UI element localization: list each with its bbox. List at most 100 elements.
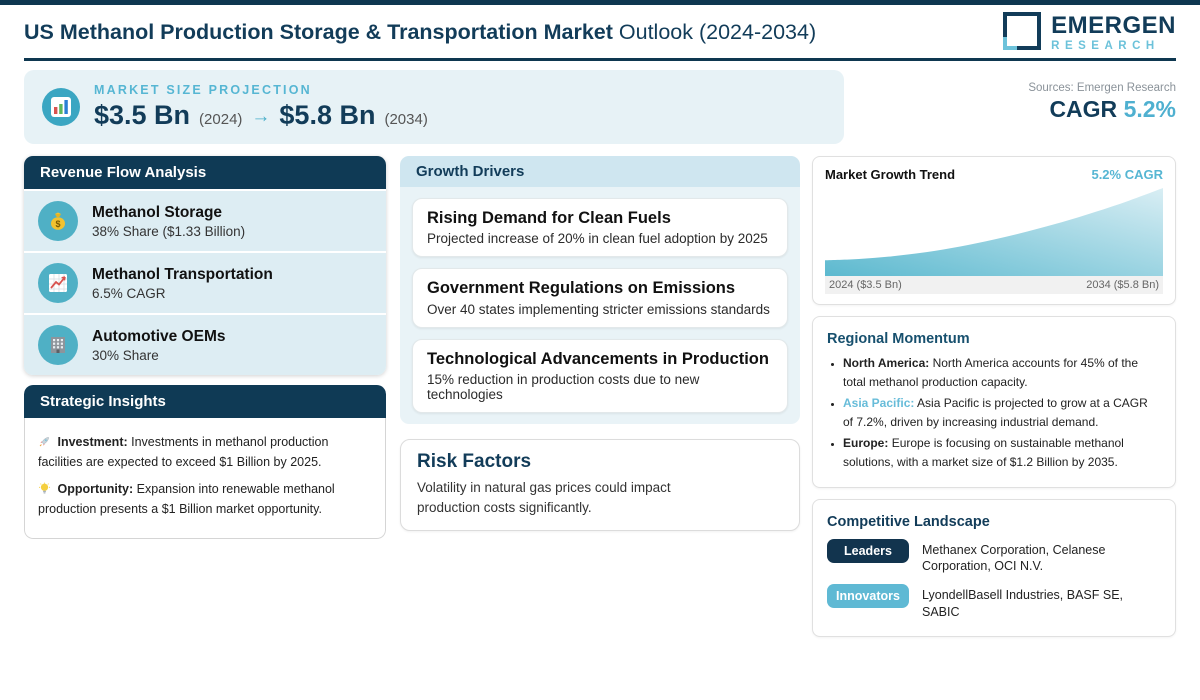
growth-driver-card: Government Regulations on Emissions Over…	[412, 268, 788, 328]
region-text: Europe is focusing on sustainable methan…	[843, 436, 1124, 469]
insight-text: Expansion into renewable methanol produc…	[38, 482, 335, 517]
list-item: North America: North America accounts fo…	[843, 354, 1161, 391]
card-title: Technological Advancements in Production	[427, 349, 769, 368]
regional-momentum-title: Regional Momentum	[827, 331, 970, 347]
revenue-flow-panel: Revenue Flow Analysis $ Methanol Storage…	[24, 156, 386, 375]
item-subtitle: 38% Share ($1.33 Billion)	[92, 223, 246, 239]
emergen-logo: EMERGEN RESEARCH	[1001, 10, 1176, 57]
cagr-value: 5.2%	[1123, 96, 1176, 122]
item-text: Methanol Storage 38% Share ($1.33 Billio…	[92, 203, 245, 238]
card-title: Rising Demand for Clean Fuels	[427, 209, 671, 227]
market-size-banner: MARKET SIZE PROJECTION $3.5 Bn (2024) → …	[24, 70, 844, 144]
list-item: $ Methanol Storage 38% Share ($1.33 Bill…	[24, 191, 386, 251]
cagr-line: CAGR 5.2%	[1028, 96, 1176, 123]
item-title: Methanol Storage	[92, 204, 223, 222]
axis-start-label: 2024 ($3.5 Bn)	[829, 279, 902, 291]
arrow-right-icon: →	[251, 106, 271, 127]
end-year: (2034)	[384, 111, 428, 128]
building-icon	[38, 325, 78, 365]
list-item: Innovators LyondellBasell Industries, BA…	[827, 584, 1161, 621]
logo-line2: RESEARCH	[1051, 40, 1160, 53]
banner-text: MARKET SIZE PROJECTION $3.5 Bn (2024) → …	[94, 83, 428, 131]
leaders-badge: Leaders	[827, 538, 909, 563]
risk-factors-text: Volatility in natural gas prices could i…	[417, 480, 671, 515]
strategic-insights-panel: Strategic Insights Investment: Investmen…	[24, 385, 386, 539]
innovators-badge: Innovators	[827, 584, 909, 609]
item-text: Methanol Transportation 6.5% CAGR	[92, 265, 273, 300]
revenue-flow-header: Revenue Flow Analysis	[24, 156, 386, 189]
strategic-insights-body: Investment: Investments in methanol prod…	[24, 418, 386, 539]
insight-text: Investments in methanol production facil…	[38, 435, 329, 470]
risk-factors-card: Risk Factors Volatility in natural gas p…	[400, 439, 800, 532]
region-text: Asia Pacific is projected to grow at a C…	[843, 396, 1148, 429]
list-item: Automotive OEMs 30% Share	[24, 315, 386, 375]
logo-square-icon	[1001, 10, 1043, 57]
item-subtitle: 6.5% CAGR	[92, 285, 166, 301]
card-subtitle: Over 40 states implementing stricter emi…	[427, 301, 770, 317]
logo-line1: EMERGEN	[1051, 12, 1176, 40]
item-title: Methanol Transportation	[92, 266, 273, 284]
companies-text: LyondellBasell Industries, BASF SE, SABI…	[922, 588, 1124, 620]
growth-drivers-body: Rising Demand for Clean Fuels Projected …	[400, 187, 800, 425]
list-item: Opportunity: Expansion into renewable me…	[38, 480, 372, 518]
insight-label: Opportunity:	[57, 482, 134, 497]
cagr-label: CAGR	[1049, 96, 1118, 122]
item-subtitle: 30% Share	[92, 347, 159, 363]
left-column: Revenue Flow Analysis $ Methanol Storage…	[24, 156, 386, 549]
page-title-regular: Outlook (2024-2034)	[612, 20, 817, 44]
right-column: Market Growth Trend 5.2% CAGR 2024 ($3.5…	[812, 156, 1176, 648]
svg-text:$: $	[55, 219, 60, 229]
competitive-landscape-title: Competitive Landscape	[827, 513, 990, 530]
region-label: Asia Pacific:	[843, 396, 915, 411]
lightbulb-icon	[38, 482, 51, 500]
regional-momentum-list: North America: North America accounts fo…	[827, 354, 1161, 472]
middle-column: Growth Drivers Rising Demand for Clean F…	[400, 156, 800, 532]
page-title: US Methanol Production Storage & Transpo…	[24, 20, 816, 45]
insight-label: Investment:	[57, 435, 128, 449]
area-chart-fill	[825, 188, 1163, 276]
banner-label: MARKET SIZE PROJECTION	[94, 83, 312, 97]
trend-cagr: 5.2% CAGR	[1091, 167, 1163, 182]
trend-title: Market Growth Trend	[825, 167, 956, 182]
region-text: North America accounts for 45% of the to…	[843, 356, 1139, 389]
list-item: Europe: Europe is focusing on sustainabl…	[843, 434, 1161, 471]
start-value: $3.5 Bn	[94, 100, 191, 130]
end-value: $5.8 Bn	[279, 100, 376, 130]
growth-drivers-header: Growth Drivers	[400, 156, 800, 187]
trend-header: Market Growth Trend 5.2% CAGR	[825, 167, 1163, 182]
list-item: Investment: Investments in methanol prod…	[38, 433, 372, 471]
sources-note: Sources: Emergen Research	[1028, 82, 1176, 94]
companies-text: Methanex Corporation, Celanese Corporati…	[922, 542, 1106, 574]
card-subtitle: Projected increase of 20% in clean fuel …	[427, 231, 768, 247]
chart-up-icon	[38, 263, 78, 303]
axis-end-label: 2034 ($5.8 Bn)	[1086, 279, 1159, 291]
strategic-insights-header: Strategic Insights	[24, 385, 386, 418]
start-year: (2024)	[199, 111, 243, 128]
top-accent-bar	[0, 0, 1200, 5]
page-title-bold: US Methanol Production Storage & Transpo…	[24, 20, 613, 44]
banner-values: $3.5 Bn (2024) → $5.8 Bn (2034)	[94, 100, 428, 131]
list-item: Leaders Methanex Corporation, Celanese C…	[827, 538, 1161, 576]
item-text: Automotive OEMs 30% Share	[92, 327, 225, 362]
area-chart	[825, 188, 1163, 276]
growth-driver-card: Technological Advancements in Production…	[412, 338, 788, 414]
list-item: Methanol Transportation 6.5% CAGR	[24, 253, 386, 313]
logo-text: EMERGEN RESEARCH	[1051, 14, 1176, 53]
header-divider	[24, 58, 1176, 61]
competitive-landscape-card: Competitive Landscape Leaders Methanex C…	[812, 498, 1176, 638]
cagr-block: Sources: Emergen Research CAGR 5.2%	[1028, 82, 1176, 123]
money-bag-icon: $	[38, 201, 78, 241]
risk-factors-title: Risk Factors	[417, 451, 532, 473]
item-title: Automotive OEMs	[92, 328, 226, 346]
regional-momentum-card: Regional Momentum North America: North A…	[812, 316, 1176, 488]
growth-driver-card: Rising Demand for Clean Fuels Projected …	[412, 198, 788, 258]
market-trend-card: Market Growth Trend 5.2% CAGR 2024 ($3.5…	[812, 156, 1176, 305]
trend-axis-labels: 2024 ($3.5 Bn) 2034 ($5.8 Bn)	[825, 276, 1163, 294]
list-item: Asia Pacific: Asia Pacific is projected …	[843, 394, 1161, 431]
rocket-icon	[38, 435, 51, 453]
bar-chart-icon	[42, 88, 80, 126]
region-label: Europe:	[843, 436, 889, 451]
region-label: North America:	[843, 356, 930, 370]
card-title: Government Regulations on Emissions	[427, 279, 736, 298]
card-subtitle: 15% reduction in production costs due to…	[427, 372, 700, 403]
